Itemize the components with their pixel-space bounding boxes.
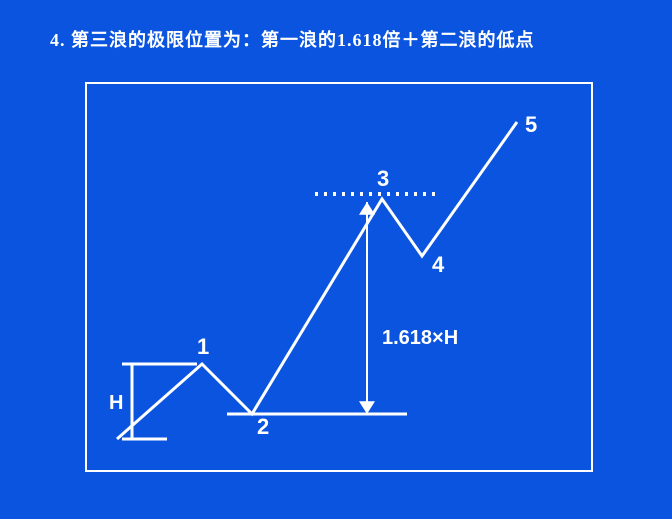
svg-text:H: H bbox=[109, 392, 123, 414]
svg-text:1: 1 bbox=[197, 334, 209, 359]
svg-text:4: 4 bbox=[432, 252, 445, 277]
slide-title: 4. 第三浪的极限位置为：第一浪的1.618倍＋第二浪的低点 bbox=[50, 26, 535, 52]
svg-text:3: 3 bbox=[377, 166, 389, 191]
svg-text:5: 5 bbox=[525, 112, 537, 137]
diagram-frame: H 1 2 3 4 5 1.618×H bbox=[85, 82, 593, 472]
svg-text:2: 2 bbox=[257, 414, 269, 439]
svg-text:1.618×H: 1.618×H bbox=[382, 327, 458, 349]
elliott-wave-diagram: H 1 2 3 4 5 1.618×H bbox=[87, 84, 591, 470]
